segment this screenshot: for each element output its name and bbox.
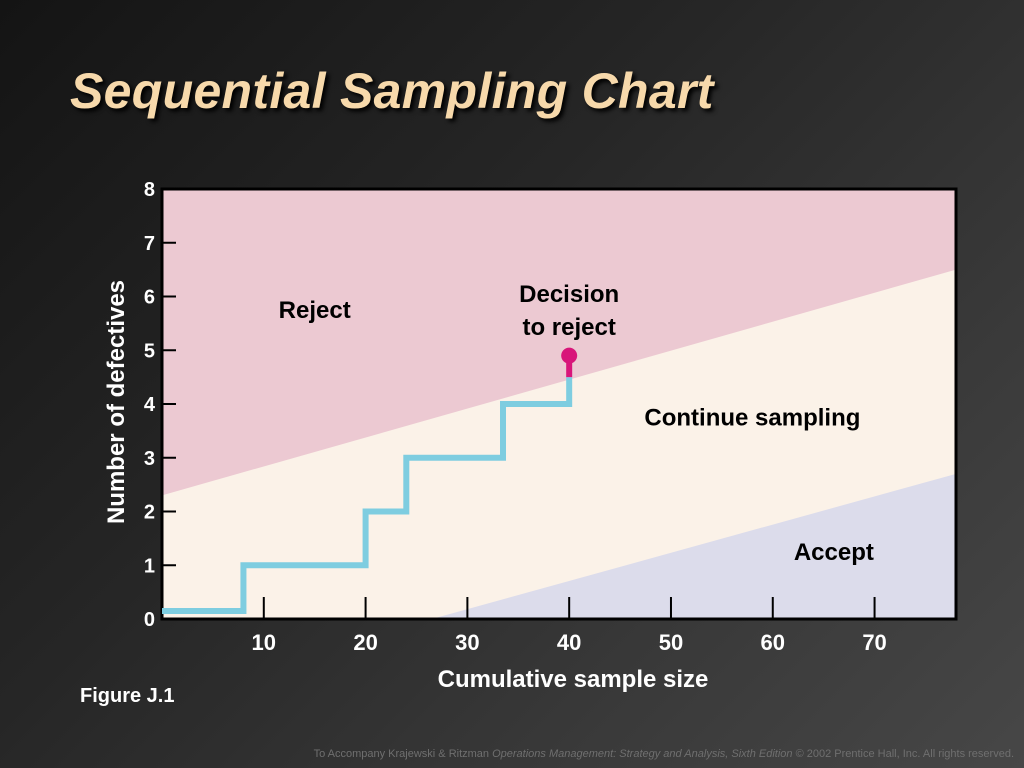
y-tick-label: 3: [144, 448, 155, 470]
y-axis-label: Number of defectives: [103, 280, 130, 524]
annotation-decision-to-reject-line: Decision: [519, 281, 619, 308]
x-tick-label: 20: [353, 630, 377, 655]
figure-label: Figure J.1: [80, 685, 175, 707]
x-tick-label: 70: [862, 630, 886, 655]
footer-copyright: © 2002 Prentice Hall, Inc. All rights re…: [792, 748, 1014, 760]
y-tick-label: 4: [144, 394, 156, 416]
x-tick-label: 40: [557, 630, 581, 655]
annotation-continue-sampling-line: Continue sampling: [644, 405, 860, 432]
annotation-accept: Accept: [794, 539, 874, 566]
decision-marker: [561, 347, 578, 364]
footer-prefix: To Accompany Krajewski & Ritzman: [313, 748, 493, 760]
y-tick-label: 7: [144, 233, 155, 255]
cumulative-defectives-step-line: [162, 377, 573, 614]
annotation-decision-to-reject: Decision to reject: [519, 281, 619, 341]
annotation-accept-line: Accept: [794, 539, 874, 566]
y-tick-label: 2: [144, 502, 155, 524]
x-tick-label: 10: [252, 630, 276, 655]
accept-region: [431, 473, 956, 619]
y-tick-label: 1: [144, 555, 155, 577]
y-tick-label: 6: [144, 287, 155, 309]
annotation-reject-line: Reject: [279, 297, 351, 324]
reject-region: [162, 189, 956, 496]
annotation-reject: Reject: [279, 297, 351, 324]
slide-title: Sequential Sampling Chart: [70, 63, 714, 119]
y-tick-label: 5: [144, 340, 155, 362]
annotation-continue-sampling: Continue sampling: [644, 405, 860, 432]
x-tick-label: 60: [761, 630, 785, 655]
y-tick-label: 8: [144, 179, 155, 201]
x-tick-label: 50: [659, 630, 683, 655]
annotation-decision-to-reject-line: to reject: [522, 314, 615, 341]
footer-credit: To Accompany Krajewski & Ritzman Operati…: [314, 748, 1014, 760]
x-axis-label: Cumulative sample size: [438, 666, 709, 693]
y-tick-label: 0: [144, 609, 155, 631]
footer-book-title: Operations Management: Strategy and Anal…: [492, 748, 793, 760]
x-tick-label: 30: [455, 630, 479, 655]
